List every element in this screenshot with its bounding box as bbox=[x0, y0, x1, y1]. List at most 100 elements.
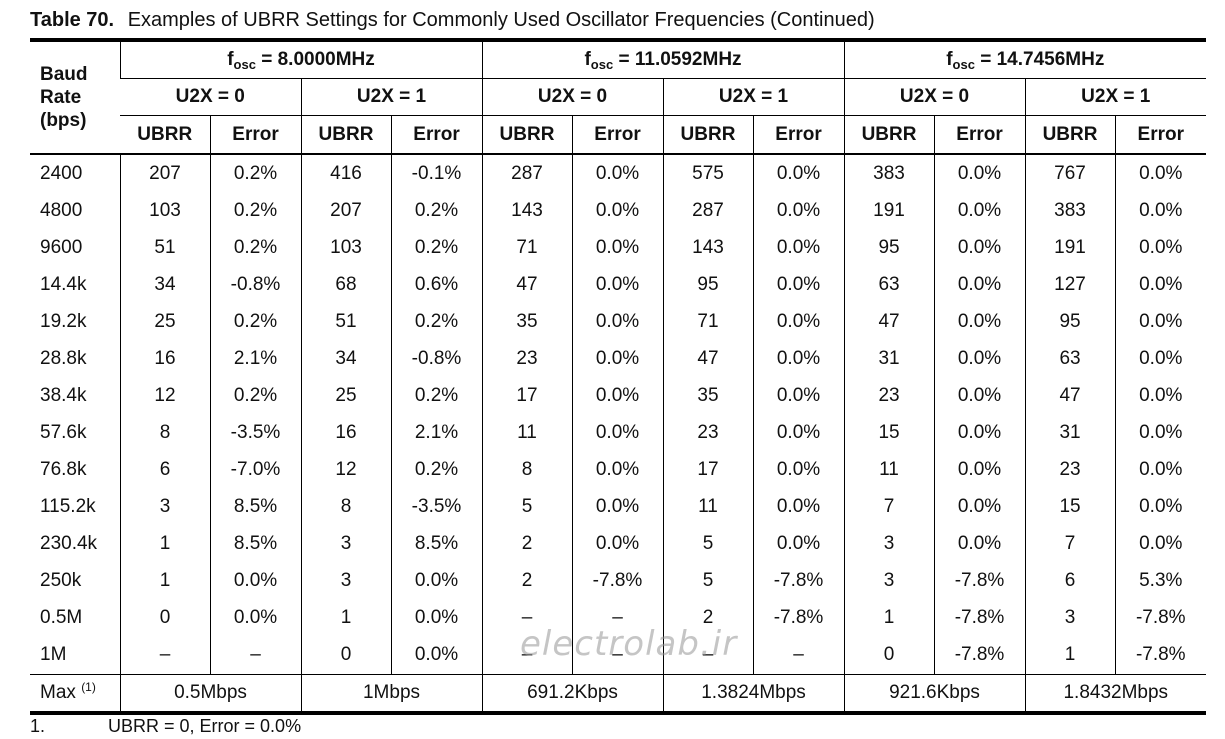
baud-rate-cell: 230.4k bbox=[40, 532, 98, 554]
error-cell: 0.2% bbox=[390, 377, 482, 414]
ubrr-column-header: UBRR bbox=[843, 115, 935, 154]
error-cell: – bbox=[209, 636, 301, 675]
table-row: 28.8k 16 2.1% 34 -0.8% 23 0.0% 47 0.0% 31 0.0% 63 0.… bbox=[30, 340, 1207, 377]
error-cell: 0.6% bbox=[390, 266, 482, 303]
error-cell: 0.0% bbox=[571, 266, 663, 303]
u2x-header: U2X = 0 bbox=[120, 78, 301, 116]
max-value: 1Mbps bbox=[300, 674, 482, 713]
error-cell: 8.5% bbox=[209, 488, 301, 525]
ubrr-cell: – bbox=[481, 599, 572, 636]
error-cell: 0.0% bbox=[752, 229, 845, 266]
error-cell: 8.5% bbox=[209, 525, 301, 562]
ubrr-cell: 31 bbox=[1024, 414, 1116, 451]
error-cell: 0.0% bbox=[390, 562, 482, 599]
baud-rate-cell: 19.2k bbox=[40, 310, 87, 332]
ubrr-cell: 0 bbox=[300, 636, 391, 675]
ubrr-cell: 23 bbox=[662, 414, 753, 451]
max-label: Max (1) bbox=[30, 674, 120, 713]
ubrr-cell: 95 bbox=[843, 229, 935, 266]
fosc-header: fosc = 14.7456MHz bbox=[843, 40, 1207, 79]
ubrr-cell: 6 bbox=[1024, 562, 1116, 599]
error-cell: 0.0% bbox=[752, 303, 845, 340]
error-cell: 0.2% bbox=[390, 451, 482, 488]
ubrr-cell: 3 bbox=[119, 488, 210, 525]
ubrr-cell: 0 bbox=[119, 599, 210, 636]
ubrr-cell: 63 bbox=[1024, 340, 1116, 377]
error-cell: 0.0% bbox=[933, 488, 1026, 525]
error-cell: -7.8% bbox=[752, 562, 845, 599]
error-cell: 0.0% bbox=[1114, 154, 1207, 192]
ubrr-cell: 1 bbox=[1024, 636, 1116, 675]
error-cell: 0.0% bbox=[1114, 451, 1207, 488]
table-row: 14.4k 34 -0.8% 68 0.6% 47 0.0% 95 0.0% 63 0.0% 127 0… bbox=[30, 266, 1207, 303]
error-cell: 0.0% bbox=[1114, 340, 1207, 377]
baud-label-line: Rate bbox=[40, 87, 82, 108]
baud-label-line: Baud bbox=[40, 64, 88, 85]
error-cell: 0.0% bbox=[390, 636, 482, 675]
ubrr-cell: 25 bbox=[300, 377, 391, 414]
error-cell: 0.0% bbox=[571, 192, 663, 229]
u2x-header: U2X = 1 bbox=[1024, 78, 1207, 116]
baud-rate-cell: 76.8k bbox=[40, 458, 87, 480]
error-cell: 0.0% bbox=[1114, 303, 1207, 340]
error-cell: -7.8% bbox=[571, 562, 663, 599]
ubrr-cell: 207 bbox=[119, 154, 210, 192]
ubrr-cell: 143 bbox=[481, 192, 572, 229]
ubrr-cell: 47 bbox=[481, 266, 572, 303]
ubrr-cell: 71 bbox=[481, 229, 572, 266]
error-cell: 0.0% bbox=[1114, 192, 1207, 229]
error-cell: 0.0% bbox=[933, 340, 1026, 377]
ubrr-cell: 3 bbox=[843, 525, 935, 562]
ubrr-cell: – bbox=[481, 636, 572, 675]
u2x-header: U2X = 0 bbox=[481, 78, 663, 116]
ubrr-column-header: UBRR bbox=[300, 115, 391, 154]
baud-rate-header: Baud Rate (bps) bbox=[30, 40, 120, 155]
ubrr-cell: 8 bbox=[300, 488, 391, 525]
ubrr-cell: 3 bbox=[843, 562, 935, 599]
fosc-header: fosc = 11.0592MHz bbox=[481, 40, 845, 79]
table-row: 19.2k 25 0.2% 51 0.2% 35 0.0% 71 0.0% 47 0.0% 95 0.0… bbox=[30, 303, 1207, 340]
table-row: 230.4k 1 8.5% 3 8.5% 2 0.0% 5 0.0% 3 0.0% 7 0.0% bbox=[30, 525, 1207, 562]
max-row: Max (1) 0.5Mbps 1Mbps 691.2Kbps 1.3824Mb… bbox=[30, 674, 1207, 713]
footnote-text: UBRR = 0, Error = 0.0% bbox=[108, 716, 302, 736]
baud-rate-cell: 4800 bbox=[40, 199, 83, 221]
error-cell: – bbox=[571, 599, 663, 636]
ubrr-cell: 16 bbox=[119, 340, 210, 377]
ubrr-cell: 287 bbox=[481, 154, 572, 192]
error-cell: 0.0% bbox=[209, 562, 301, 599]
error-cell: 0.0% bbox=[571, 154, 663, 192]
ubrr-cell: 47 bbox=[1024, 377, 1116, 414]
ubrr-cell: 5 bbox=[662, 562, 753, 599]
ubrr-cell: 3 bbox=[300, 562, 391, 599]
error-cell: 0.2% bbox=[209, 303, 301, 340]
error-cell: -3.5% bbox=[209, 414, 301, 451]
ubrr-cell: 127 bbox=[1024, 266, 1116, 303]
error-column-header: Error bbox=[1114, 115, 1207, 154]
table-row: 9600 51 0.2% 103 0.2% 71 0.0% 143 0.0% 95 0.0% 191 0… bbox=[30, 229, 1207, 266]
error-cell: 0.0% bbox=[933, 266, 1026, 303]
baud-rate-cell: 250k bbox=[40, 569, 82, 591]
ubrr-cell: 17 bbox=[481, 377, 572, 414]
ubrr-cell: 207 bbox=[300, 192, 391, 229]
baud-rate-cell: 28.8k bbox=[40, 347, 87, 369]
ubrr-column-header: UBRR bbox=[1024, 115, 1116, 154]
max-value: 0.5Mbps bbox=[119, 674, 301, 713]
ubrr-cell: 71 bbox=[662, 303, 753, 340]
error-cell: – bbox=[752, 636, 845, 675]
u2x-header: U2X = 0 bbox=[843, 78, 1026, 116]
error-cell: -7.8% bbox=[1114, 599, 1207, 636]
ubrr-cell: 11 bbox=[843, 451, 935, 488]
error-cell: 0.2% bbox=[209, 229, 301, 266]
baud-rate-cell: 1M bbox=[40, 644, 67, 665]
ubrr-settings-table: Baud Rate (bps) fosc = 8.0000MHz fosc = … bbox=[30, 38, 1207, 715]
error-cell: 0.0% bbox=[933, 229, 1026, 266]
error-cell: 0.0% bbox=[752, 192, 845, 229]
ubrr-cell: 143 bbox=[662, 229, 753, 266]
table-row: 250k 1 0.0% 3 0.0% 2 -7.8% 5 -7.8% 3 -7.8% 6 5.3% bbox=[30, 562, 1207, 599]
error-cell: 0.0% bbox=[752, 525, 845, 562]
error-cell: 0.0% bbox=[933, 303, 1026, 340]
error-cell: 0.0% bbox=[933, 154, 1026, 192]
ubrr-cell: 35 bbox=[481, 303, 572, 340]
baud-rate-cell: 14.4k bbox=[40, 273, 87, 295]
ubrr-cell: 0 bbox=[843, 636, 935, 675]
